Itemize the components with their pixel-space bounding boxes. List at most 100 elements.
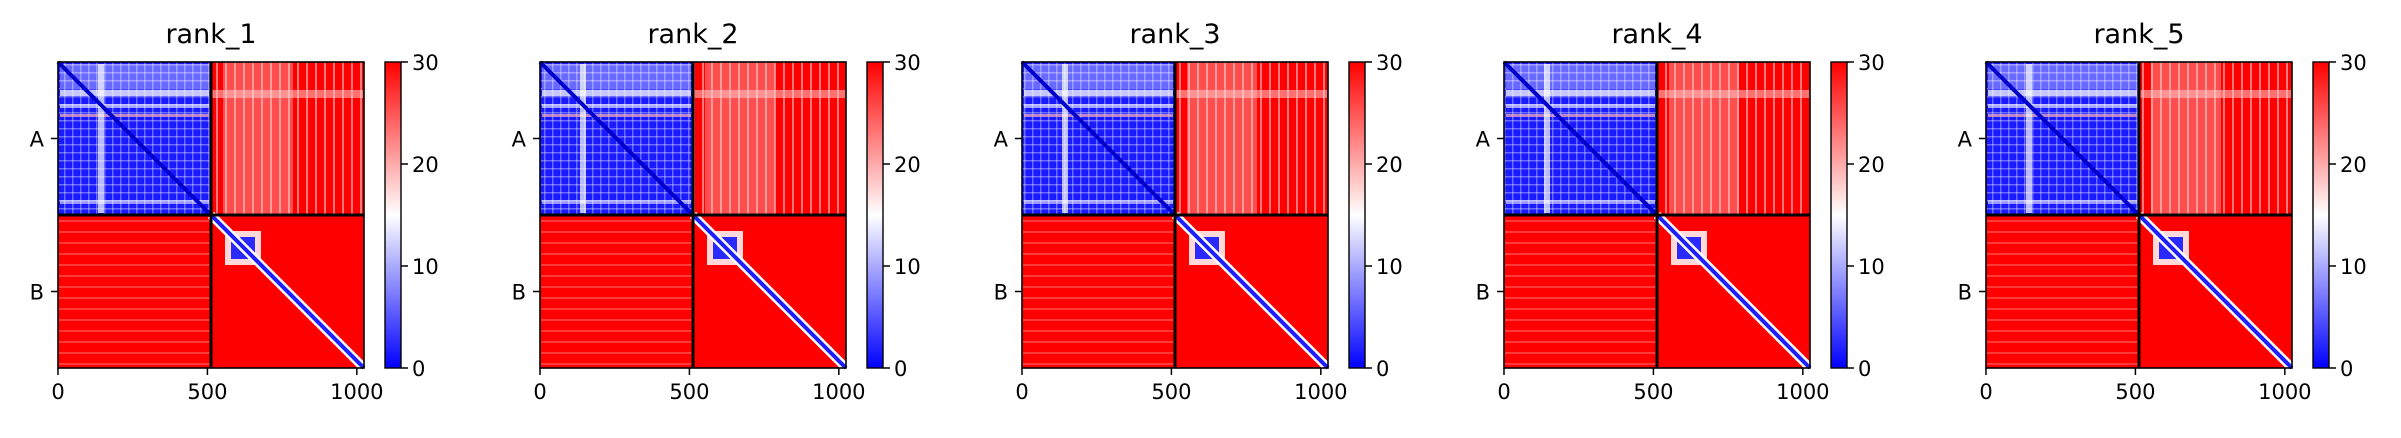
block-A-B-streaks — [2139, 62, 2292, 215]
colorbar-tick-label: 0 — [2340, 357, 2353, 381]
x-tick-label: 500 — [1151, 380, 1191, 404]
block-A-B-streaks — [693, 62, 846, 215]
block-A-A-band — [1506, 200, 1655, 204]
block-A-B-band — [693, 90, 846, 98]
block-B-B-diagonal — [1173, 213, 1330, 370]
block-A-B-light — [2151, 62, 2221, 215]
colorbar-tick-label: 10 — [1376, 255, 1403, 279]
y-chain-label: A — [512, 128, 527, 152]
block-A-B-light — [223, 62, 293, 215]
block-A-A-band — [542, 64, 691, 88]
colorbar-tick-label: 30 — [1858, 51, 1885, 75]
x-tick-label: 1000 — [812, 380, 865, 404]
colorbar-tick-label: 30 — [1376, 51, 1403, 75]
block-A-A-band — [1024, 104, 1173, 108]
y-chain-label: B — [1476, 281, 1490, 305]
block-A-A-band — [98, 64, 104, 213]
block-A-A-band — [60, 64, 209, 88]
colorbar-tick-label: 20 — [412, 153, 439, 177]
block-A-A-band — [1024, 114, 1173, 117]
y-chain-label: B — [30, 281, 44, 305]
block-A-B-band — [211, 90, 364, 98]
block-B-B-diagonal — [1655, 213, 1812, 370]
block-A-B-band — [1657, 90, 1810, 98]
block-A-A-band — [1062, 64, 1068, 213]
colorbar-tick-label: 10 — [1858, 255, 1885, 279]
block-A-A-band — [542, 90, 691, 96]
panel-title: rank_2 — [647, 19, 738, 50]
block-B-B-diagonal — [2137, 213, 2294, 370]
colorbar-frame — [866, 61, 884, 369]
colorbar-tick-label: 30 — [412, 51, 439, 75]
colorbar-tick-label: 30 — [894, 51, 921, 75]
block-B-A-streaks — [1986, 215, 2139, 368]
x-tick-label: 1000 — [2258, 380, 2311, 404]
pae-panel-1: rank_1 0 500 1000 A B 0 10 20 30 — [30, 19, 439, 404]
block-A-A-band — [542, 114, 691, 117]
panel-title: rank_5 — [2093, 19, 2184, 50]
block-A-A-band — [1988, 90, 2137, 96]
block-A-A-band — [1544, 64, 1550, 213]
x-tick-label: 0 — [1015, 380, 1028, 404]
y-chain-label: A — [1958, 128, 1973, 152]
block-A-A-band — [1506, 64, 1655, 88]
panel-title: rank_3 — [1129, 19, 1220, 50]
block-A-A-band — [1988, 200, 2137, 204]
block-A-B-streaks — [1657, 62, 1810, 215]
block-B-A-streaks — [58, 215, 211, 368]
pae-panel-2: rank_2 0 500 1000 A B 0 10 20 30 — [512, 19, 921, 404]
block-A-B-light — [705, 62, 775, 215]
block-A-A-diagonal — [56, 60, 213, 217]
colorbar-tick-label: 10 — [894, 255, 921, 279]
colorbar — [385, 62, 401, 368]
colorbar-frame — [1830, 61, 1848, 369]
panel-title: rank_1 — [165, 19, 256, 50]
x-tick-label: 0 — [1497, 380, 1510, 404]
colorbar-tick-label: 30 — [2340, 51, 2367, 75]
colorbar-frame — [2312, 61, 2330, 369]
block-B-A-streaks — [1504, 215, 1657, 368]
block-A-A-band — [1024, 90, 1173, 96]
pae-panel-4: rank_4 0 500 1000 A B 0 10 20 30 — [1476, 19, 1885, 404]
colorbar — [1831, 62, 1847, 368]
block-A-A-band — [1506, 90, 1655, 96]
colorbar — [867, 62, 883, 368]
plot-frame — [1503, 61, 1811, 369]
y-chain-label: B — [1958, 281, 1972, 305]
block-A-B-band — [1175, 90, 1328, 98]
colorbar — [1349, 62, 1365, 368]
colorbar-tick-label: 20 — [2340, 153, 2367, 177]
block-B-A-streaks — [540, 215, 693, 368]
y-chain-label: B — [994, 281, 1008, 305]
y-chain-label: A — [994, 128, 1009, 152]
block-A-B-streaks — [1175, 62, 1328, 215]
block-A-A-band — [1506, 104, 1655, 108]
colorbar-tick-label: 20 — [1858, 153, 1885, 177]
panel-title: rank_4 — [1611, 19, 1702, 50]
plot-frame — [1985, 61, 2293, 369]
x-tick-label: 0 — [1979, 380, 1992, 404]
block-A-B-light — [1187, 62, 1257, 215]
colorbar-tick-label: 0 — [1858, 357, 1871, 381]
colorbar-frame — [384, 61, 402, 369]
block-A-A-diagonal — [1502, 60, 1659, 217]
block-A-A-band — [1988, 104, 2137, 108]
block-A-A-band — [60, 200, 209, 204]
plot-frame — [539, 61, 847, 369]
block-A-A-band — [60, 114, 209, 117]
x-tick-label: 1000 — [1294, 380, 1347, 404]
block-A-A-band — [60, 90, 209, 96]
block-A-A-band — [60, 104, 209, 108]
pae-panel-3: rank_3 0 500 1000 A B 0 10 20 30 — [994, 19, 1403, 404]
x-tick-label: 1000 — [330, 380, 383, 404]
block-B-A-streaks — [1022, 215, 1175, 368]
block-A-A-band — [1024, 200, 1173, 204]
colorbar-tick-label: 20 — [1376, 153, 1403, 177]
x-tick-label: 0 — [533, 380, 546, 404]
plot-frame — [57, 61, 365, 369]
x-tick-label: 500 — [1633, 380, 1673, 404]
plot-frame — [1021, 61, 1329, 369]
colorbar-tick-label: 10 — [412, 255, 439, 279]
block-A-A-band — [2026, 64, 2032, 213]
